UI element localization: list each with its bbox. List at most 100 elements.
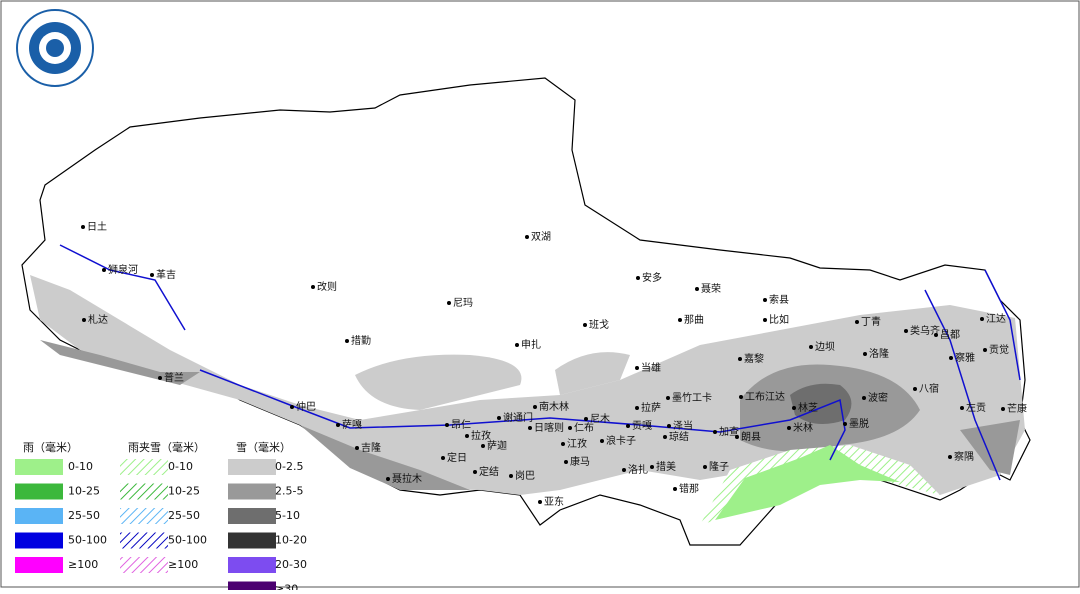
legend-label: 20-30 xyxy=(275,558,307,571)
legend-swatch xyxy=(15,532,63,549)
legend-label: 25-50 xyxy=(68,509,100,522)
city-dot xyxy=(650,465,654,469)
city-dot xyxy=(102,268,106,272)
legend-swatch xyxy=(120,483,168,500)
city-label: 泽当 xyxy=(673,419,693,432)
city-dot xyxy=(635,366,639,370)
city-label: 改则 xyxy=(317,280,337,293)
legend-swatch xyxy=(120,508,168,524)
city-label: 拉萨 xyxy=(641,401,661,414)
city-label: 林芝 xyxy=(798,401,818,414)
city-label: 措美 xyxy=(656,460,676,473)
legend-swatch xyxy=(15,483,63,500)
city-label: 边坝 xyxy=(815,341,835,353)
logo xyxy=(16,9,94,87)
city-dot xyxy=(583,323,587,327)
city-label: 亚东 xyxy=(544,495,564,508)
legend-label: 0-2.5 xyxy=(275,460,303,473)
city-dot xyxy=(447,301,451,305)
city-dot xyxy=(862,396,866,400)
city-label: 日土 xyxy=(87,220,107,233)
city-dot xyxy=(561,442,565,446)
city-dot xyxy=(904,329,908,333)
city-label: 札达 xyxy=(88,313,108,326)
city-dot xyxy=(663,435,667,439)
city-label: 当雄 xyxy=(641,361,661,374)
legend-swatch xyxy=(228,557,276,573)
city-label: 仁布 xyxy=(574,422,594,434)
city-dot xyxy=(863,352,867,356)
legend-swatch xyxy=(15,459,63,475)
legend-swatch xyxy=(120,557,168,573)
city-label: 谢通门 xyxy=(503,411,533,424)
city-label: 措勤 xyxy=(351,334,371,347)
city-dot xyxy=(695,287,699,291)
city-dot xyxy=(983,348,987,352)
city-label: 八宿 xyxy=(919,382,939,395)
city-dot xyxy=(913,387,917,391)
city-label: 聂拉木 xyxy=(392,472,422,485)
city-dot xyxy=(739,395,743,399)
city-dot xyxy=(703,465,707,469)
city-label: 比如 xyxy=(769,313,789,326)
city-label: 革吉 xyxy=(156,268,176,281)
city-dot xyxy=(584,417,588,421)
legend-swatch xyxy=(15,557,63,573)
city-dot xyxy=(792,406,796,410)
city-label: 洛扎 xyxy=(628,463,648,476)
legend-label: 0-10 xyxy=(68,460,93,473)
city-label: 浪卡子 xyxy=(606,434,636,447)
city-label: 双湖 xyxy=(531,231,551,243)
city-label: 嘉黎 xyxy=(744,352,764,365)
legend-swatch xyxy=(228,508,276,524)
city-dot xyxy=(713,430,717,434)
city-label: 定结 xyxy=(479,465,499,478)
rain-areas xyxy=(700,445,940,525)
city-label: 左贡 xyxy=(966,401,986,414)
city-dot xyxy=(678,318,682,322)
city-dot xyxy=(960,406,964,410)
legend-label: ≥100 xyxy=(68,558,98,571)
city-label: 波密 xyxy=(868,391,888,404)
city-label: 尼玛 xyxy=(453,297,473,309)
city-label: 洛隆 xyxy=(869,347,889,360)
city-dot xyxy=(465,434,469,438)
city-label: 类乌齐 xyxy=(910,324,940,337)
city-label: 江达 xyxy=(986,313,1006,325)
city-label: 仲巴 xyxy=(296,400,316,413)
city-dot xyxy=(636,276,640,280)
city-label: 申扎 xyxy=(521,338,541,351)
legend-swatch xyxy=(228,581,276,594)
city-label: 萨嘎 xyxy=(342,419,362,431)
city-label: 芒康 xyxy=(1007,402,1027,415)
city-label: 萨迦 xyxy=(487,440,507,452)
city-label: 隆子 xyxy=(709,460,729,473)
snow-areas xyxy=(30,275,1025,495)
city-dot xyxy=(355,446,359,450)
city-dot xyxy=(763,298,767,302)
city-label: 尼木 xyxy=(590,413,610,425)
city-label: 贡嘎 xyxy=(632,420,652,432)
city-label: 墨竹工卡 xyxy=(672,391,712,404)
legend-label: 0-10 xyxy=(168,460,193,473)
city-label: 南木林 xyxy=(539,400,569,413)
legend-label: 10-25 xyxy=(168,485,200,498)
city-dot xyxy=(311,285,315,289)
legend-label: 2.5-5 xyxy=(275,485,303,498)
city-dot xyxy=(787,426,791,430)
legend: 雨（毫米） 0-10 10-25 25-50 50-100 ≥100 雨夹雪（毫米） 0-10… xyxy=(15,440,307,594)
city-dot xyxy=(934,333,938,337)
city-label: 工布江达 xyxy=(745,391,785,403)
city-dot xyxy=(949,356,953,360)
legend-label: ≥30 xyxy=(275,583,298,591)
city-label: 江孜 xyxy=(567,437,587,450)
city-label: 康马 xyxy=(570,455,590,468)
city-dot xyxy=(528,426,532,430)
city-dot xyxy=(441,456,445,460)
city-label: 定日 xyxy=(447,451,467,464)
city-label: 吉隆 xyxy=(361,441,381,454)
city-label: 狮泉河 xyxy=(108,263,138,276)
city-dot xyxy=(622,468,626,472)
